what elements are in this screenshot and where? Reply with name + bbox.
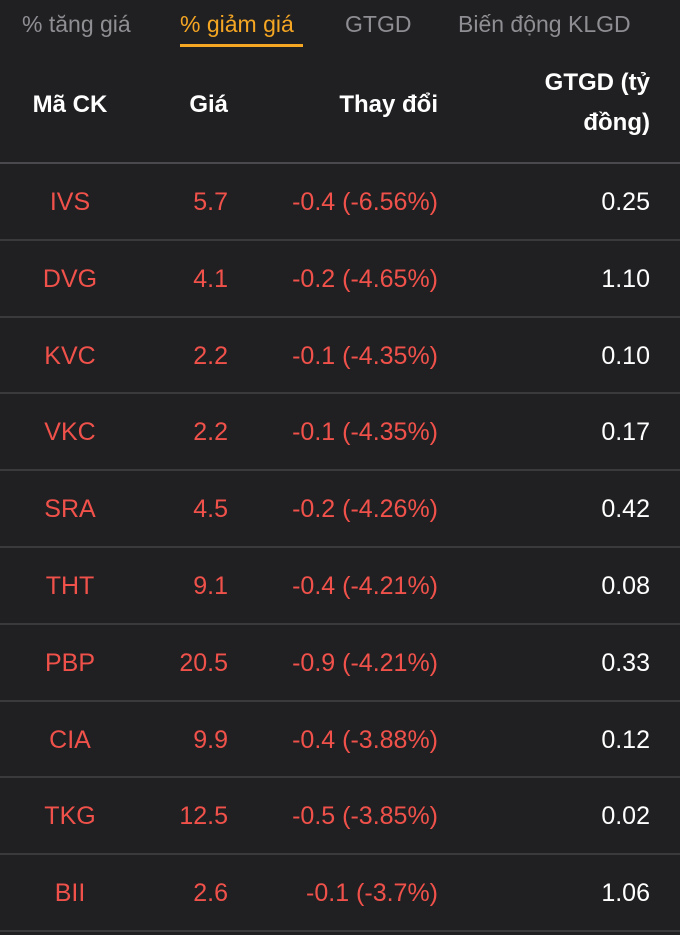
stock-symbol: BII xyxy=(54,879,86,908)
table-row[interactable]: PBP 20.5 -0.9 (-4.21%) 0.33 xyxy=(0,625,680,702)
table-row[interactable]: THT 9.1 -0.4 (-4.21%) 0.08 xyxy=(0,548,680,625)
stock-trading-value: 1.06 xyxy=(601,879,650,908)
stock-symbol: PBP xyxy=(44,648,96,677)
table-row[interactable]: TKG 12.5 -0.5 (-3.85%) 0.02 xyxy=(0,778,680,856)
stock-symbol: THT xyxy=(45,571,95,600)
stock-symbol: DVG xyxy=(42,264,98,293)
stock-symbol: IVS xyxy=(49,188,91,216)
table-row[interactable]: DVG 4.1 -0.2 (-4.65%) 1.10 xyxy=(0,241,680,318)
tab-losers[interactable]: % giảm giá xyxy=(180,11,294,37)
stock-trading-value: 0.08 xyxy=(601,571,650,600)
tab-gainers[interactable]: % tăng giá xyxy=(22,11,131,37)
stock-price: 4.1 xyxy=(193,264,228,293)
stock-change: -0.4 (-3.88%) xyxy=(292,725,438,754)
stock-change: -0.1 (-4.35%) xyxy=(292,418,438,447)
stock-price: 9.1 xyxy=(193,571,228,600)
stock-price: 9.9 xyxy=(193,725,228,754)
stock-change: -0.1 (-3.7%) xyxy=(306,879,438,908)
stock-price: 4.5 xyxy=(193,495,228,524)
column-header-symbol[interactable]: Mã CK xyxy=(32,91,108,118)
stock-price: 20.5 xyxy=(179,648,228,677)
table-row[interactable]: KVC 2.2 -0.1 (-4.35%) 0.10 xyxy=(0,318,680,395)
stock-trading-value: 0.12 xyxy=(601,725,650,754)
active-tab-indicator xyxy=(180,44,303,47)
stock-trading-value: 1.10 xyxy=(601,264,650,293)
column-header-trading-value-line2: đồng) xyxy=(583,109,650,136)
stock-symbol: VKC xyxy=(44,418,96,447)
stock-change: -0.2 (-4.65%) xyxy=(292,264,438,293)
stock-change: -0.1 (-4.35%) xyxy=(292,341,438,370)
table-row[interactable]: VKC 2.2 -0.1 (-4.35%) 0.17 xyxy=(0,394,680,472)
tab-volume-change[interactable]: Biến động KLGD xyxy=(458,11,631,37)
tab-trading-value[interactable]: GTGD xyxy=(345,11,412,37)
stock-price: 12.5 xyxy=(179,802,228,831)
stock-trading-value: 0.25 xyxy=(601,188,650,216)
stock-change: -0.2 (-4.26%) xyxy=(292,495,438,524)
stock-change: -0.4 (-4.21%) xyxy=(292,571,438,600)
table-row[interactable]: BII 2.6 -0.1 (-3.7%) 1.06 xyxy=(0,855,680,932)
stock-symbol: TKG xyxy=(44,802,96,831)
stock-trading-value: 0.33 xyxy=(601,648,650,677)
stock-price: 2.2 xyxy=(193,341,228,370)
stock-table-body: IVS 5.7 -0.4 (-6.56%) 0.25 DVG 4.1 -0.2 (-4.65… xyxy=(0,164,680,932)
stock-trading-value: 0.17 xyxy=(601,418,650,447)
stock-change: -0.5 (-3.85%) xyxy=(292,802,438,831)
table-header: Mã CK Giá Thay đổi GTGD (tỷ đồng) xyxy=(0,58,680,164)
column-header-trading-value[interactable]: GTGD (tỷ đồng) xyxy=(490,63,650,143)
column-header-price[interactable]: Giá xyxy=(189,91,228,118)
stock-price: 2.2 xyxy=(193,418,228,447)
stock-trading-value: 0.02 xyxy=(601,802,650,831)
stock-trading-value: 0.42 xyxy=(601,495,650,524)
stock-trading-value: 0.10 xyxy=(601,341,650,370)
table-row[interactable]: SRA 4.5 -0.2 (-4.26%) 0.42 xyxy=(0,471,680,548)
stock-symbol: KVC xyxy=(44,341,96,370)
stock-change: -0.4 (-6.56%) xyxy=(292,188,438,216)
column-header-change[interactable]: Thay đổi xyxy=(339,91,438,118)
stock-price: 2.6 xyxy=(193,879,228,908)
table-row[interactable]: IVS 5.7 -0.4 (-6.56%) 0.25 xyxy=(0,164,680,241)
stock-price: 5.7 xyxy=(193,188,228,216)
tab-bar: % tăng giá % giảm giá GTGD Biến động KLG… xyxy=(0,0,680,58)
stock-change: -0.9 (-4.21%) xyxy=(292,648,438,677)
stock-symbol: CIA xyxy=(49,725,91,754)
stock-symbol: SRA xyxy=(44,495,96,524)
table-row[interactable]: CIA 9.9 -0.4 (-3.88%) 0.12 xyxy=(0,702,680,779)
column-header-trading-value-line1: GTGD (tỷ xyxy=(544,69,650,96)
